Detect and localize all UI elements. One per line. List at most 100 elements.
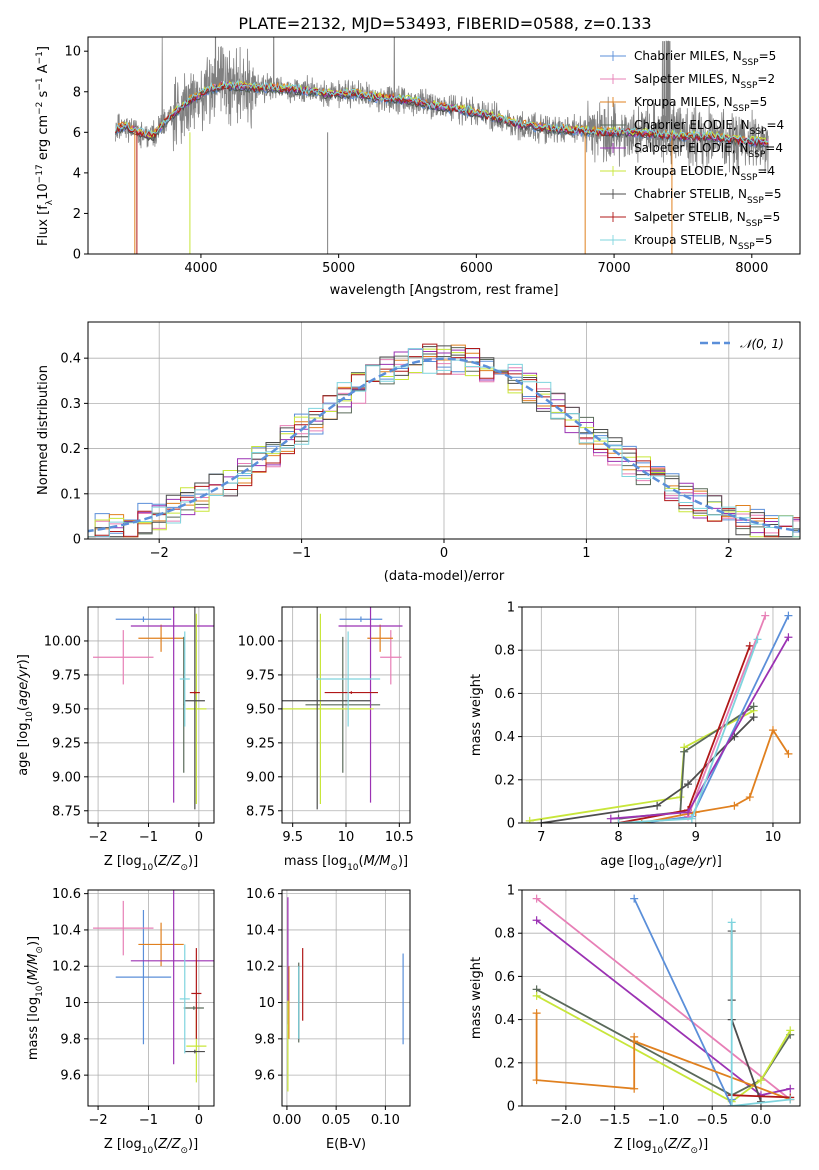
y-tick-label: 4	[73, 166, 81, 181]
x-tick-label: 10	[338, 830, 355, 845]
weight-marker	[784, 749, 793, 758]
x-tick-label: 7	[537, 830, 545, 845]
x-tick-label: 10	[765, 830, 782, 845]
legend-item-label: Salpeter MILES, NSSP=2	[634, 72, 775, 91]
weight-line	[618, 705, 755, 820]
y-tick-label: 10	[64, 996, 81, 1011]
y-tick-label: 10.2	[246, 960, 275, 975]
x-axis-label: wavelength [Angstrom, rest frame]	[330, 283, 559, 298]
residual-histogram-step	[88, 343, 800, 538]
x-tick-label: −1.0	[648, 1113, 680, 1128]
y-tick-label: 6	[73, 126, 81, 141]
weight-marker	[786, 1026, 795, 1035]
weight-marker	[614, 819, 623, 823]
y-tick-label: 10.4	[52, 923, 81, 938]
weight-marker	[727, 918, 736, 927]
weight-line	[618, 639, 759, 823]
y-tick-label: 9.75	[52, 668, 81, 683]
plot-area	[88, 343, 800, 538]
weight-series	[637, 611, 793, 823]
legend-item-label: Chabrier MILES, NSSP=5	[634, 49, 776, 68]
y-tick-label: 9.75	[246, 668, 275, 683]
legend-marker	[608, 120, 618, 130]
weight-marker	[687, 814, 696, 823]
axes-frame	[87, 606, 215, 824]
data-spectrum-line	[115, 37, 769, 175]
error-point	[93, 900, 154, 956]
error-point	[189, 691, 200, 694]
weight-marker	[784, 611, 793, 620]
legend-item-label: Kroupa ELODIE, NSSP=4	[634, 164, 775, 183]
x-axis-label: mass [log10(M/M⊙)]	[284, 854, 408, 873]
y-tick-label: 10	[64, 45, 81, 60]
y-axis-label: mass weight	[469, 674, 484, 756]
y-tick-label: 0	[73, 248, 81, 263]
weight-marker	[637, 819, 646, 823]
model-spectrum-line	[115, 80, 769, 147]
y-tick-label: 10	[258, 996, 275, 1011]
axes-frame	[521, 606, 801, 824]
error-point	[339, 616, 383, 622]
weight-marker	[653, 801, 662, 810]
y-tick-label: 0.2	[494, 773, 515, 788]
y-tick-label: 0	[73, 533, 81, 548]
x-tick-label: 9.5	[282, 830, 303, 845]
legend-marker	[608, 143, 618, 153]
x-tick-label: 0	[195, 830, 203, 845]
y-tick-label: 9.6	[254, 1069, 275, 1084]
y-tick-label: 9.25	[52, 736, 81, 751]
error-point	[191, 948, 202, 1039]
x-tick-label: −0.5	[696, 1113, 728, 1128]
y-tick-label: 0	[507, 1100, 515, 1115]
weight-line	[618, 645, 751, 823]
error-point	[138, 922, 184, 967]
weight-marker	[684, 780, 693, 789]
error-point	[186, 613, 207, 804]
y-tick-label: 10.00	[44, 634, 81, 649]
x-tick-label: 0	[440, 546, 448, 561]
y-tick-label: 9.8	[254, 1032, 275, 1047]
y-tick-label: 0.6	[494, 687, 515, 702]
weight-series	[606, 633, 793, 823]
weight-line	[641, 615, 790, 823]
legend-item-label: Kroupa STELIB, NSSP=5	[634, 233, 772, 252]
residual-histogram-step	[88, 358, 800, 538]
x-tick-label: −2	[88, 830, 107, 845]
weight-line	[610, 636, 790, 820]
weight-marker	[756, 1076, 765, 1085]
x-tick-label: −1	[139, 830, 158, 845]
weight-series	[630, 894, 736, 1106]
y-axis-label: mass weight	[469, 957, 484, 1039]
x-tick-label: 1	[582, 546, 590, 561]
weight-marker	[730, 801, 739, 810]
y-tick-label: 0.6	[494, 970, 515, 985]
x-tick-label: −2	[150, 546, 169, 561]
y-tick-label: 9.50	[246, 702, 275, 717]
plot-area	[93, 607, 214, 810]
axes-frame	[87, 36, 801, 255]
weight-series	[637, 726, 793, 823]
x-tick-label: −1	[139, 1113, 158, 1128]
legend-marker	[608, 51, 618, 61]
weight-series	[727, 918, 795, 1106]
y-tick-label: 9.25	[246, 736, 275, 751]
weight-line	[687, 615, 767, 817]
x-tick-label: 10.5	[385, 830, 414, 845]
legend-item-label: Chabrier ELODIE, NSSP=4	[634, 118, 784, 137]
weight-marker	[532, 1076, 541, 1085]
legend-marker	[608, 235, 618, 245]
error-point	[367, 624, 393, 652]
error-point	[282, 607, 371, 810]
error-point	[380, 630, 402, 685]
y-tick-label: 9.00	[52, 770, 81, 785]
weight-marker	[761, 611, 770, 620]
residual-histogram-step	[88, 345, 800, 538]
model-spectrum-line	[115, 79, 769, 145]
error-point	[138, 624, 184, 652]
y-tick-label: 0.2	[494, 1056, 515, 1071]
x-tick-label: 2	[725, 546, 733, 561]
x-tick-label: 6000	[460, 261, 493, 276]
weight-marker	[606, 814, 615, 823]
weight-line	[731, 1094, 791, 1099]
y-tick-label: 10.2	[52, 960, 81, 975]
